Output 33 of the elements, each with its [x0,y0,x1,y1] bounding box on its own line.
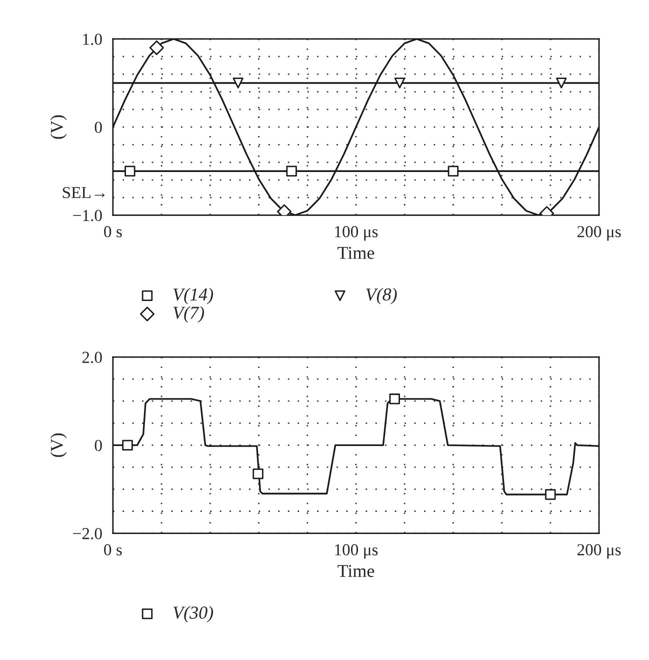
point [122,440,133,451]
point [232,78,244,88]
legend-label: V(14) [173,288,214,304]
x-tick-label: 200 μs [577,544,621,559]
point [389,394,400,404]
x-tick-label: 0 s [104,544,122,556]
y-axis-title: (V) [50,115,67,139]
y-tick-label: 0 [94,122,102,133]
point [252,468,264,480]
y-axis-title: (V) [50,433,67,457]
point [545,489,556,500]
x-axis-title: Time [338,246,374,259]
x-tick-label: 0 s [104,226,122,238]
point [448,166,459,176]
x-axis-title: Time [338,564,374,578]
y-tick-label: −1.0 [73,210,102,222]
legend-label: V(8) [366,288,397,304]
y-tick-label: −2.0 [73,528,102,540]
point [124,166,136,176]
point [286,166,297,176]
x-tick-label: 200 μs [577,226,621,241]
y-tick-label: 1.0 [83,34,102,45]
point [149,40,164,56]
y-tick-label: 0 [94,440,102,452]
y-tick-label: 2.0 [82,352,102,364]
point [556,78,567,88]
line-series [112,38,600,216]
legend-label: V(7) [173,306,204,323]
text: SEL→ [62,186,105,198]
point [394,78,406,88]
x-tick-label: 100 μs [335,544,378,559]
x-tick-label: 100 μs [335,226,378,241]
legend-label: V(30) [173,606,214,622]
